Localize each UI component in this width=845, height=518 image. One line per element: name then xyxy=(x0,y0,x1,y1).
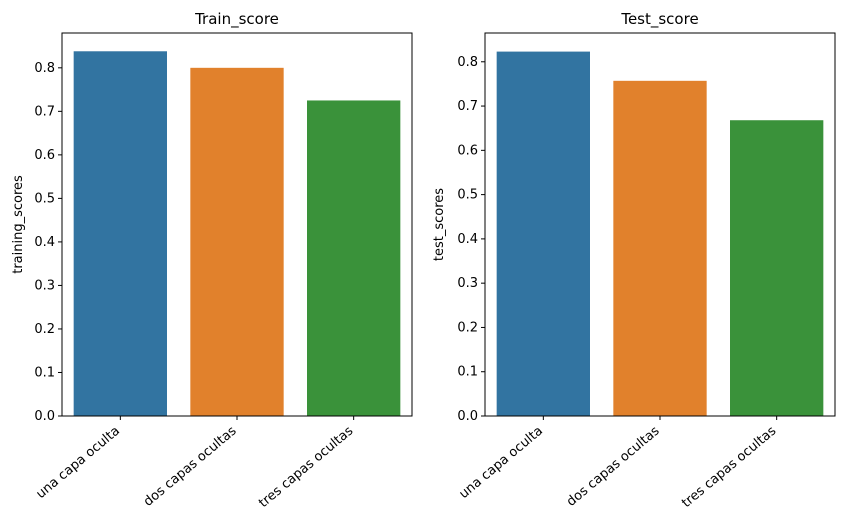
x-tick-label: tres capas ocultas xyxy=(256,423,356,511)
x-tick-label: una capa oculta xyxy=(34,424,123,502)
y-tick-label: 0.8 xyxy=(34,61,55,76)
y-axis-label: test_scores xyxy=(432,188,447,261)
y-tick-label: 0.4 xyxy=(34,235,55,250)
x-tick-label: dos capas ocultas xyxy=(564,423,663,509)
x-tick-label: tres capas ocultas xyxy=(679,423,779,511)
test-score-chart: 0.0 0.1 0.2 0.3 0.4 0.5 0.6 0.7 0.8 una capa ocul… xyxy=(432,10,836,511)
bar-una-capa-oculta xyxy=(496,51,590,417)
y-tick-label: 0.2 xyxy=(457,320,478,335)
y-axis-label: training_scores xyxy=(11,175,26,274)
y-tick-label: 0.7 xyxy=(34,104,55,119)
x-tick-label: una capa oculta xyxy=(457,424,546,502)
bar-dos-capas-ocultas xyxy=(190,67,284,417)
train-score-chart: 0.0 0.1 0.2 0.3 0.4 0.5 0.6 0.7 0.8 una capa ocul… xyxy=(11,10,413,511)
y-tick-label: 0.1 xyxy=(34,365,55,380)
bar-tres-capas-ocultas xyxy=(730,120,824,416)
y-tick-label: 0.0 xyxy=(34,409,55,424)
bar-tres-capas-ocultas xyxy=(307,100,401,416)
y-tick-label: 0.6 xyxy=(34,148,55,163)
y-tick-label: 0.7 xyxy=(457,99,478,114)
x-tick-label: dos capas ocultas xyxy=(141,423,240,509)
y-tick-label: 0.4 xyxy=(457,232,478,247)
chart-title: Train_score xyxy=(194,10,279,29)
y-tick-label: 0.8 xyxy=(457,55,478,70)
chart-title: Test_score xyxy=(620,10,698,29)
y-tick-label: 0.1 xyxy=(457,365,478,380)
bar-dos-capas-ocultas xyxy=(613,80,707,417)
bar-una-capa-oculta xyxy=(73,51,167,417)
y-tick-label: 0.3 xyxy=(34,278,55,293)
y-tick-label: 0.5 xyxy=(34,191,55,206)
y-tick-label: 0.3 xyxy=(457,276,478,291)
y-tick-label: 0.5 xyxy=(457,188,478,203)
y-tick-label: 0.0 xyxy=(457,409,478,424)
y-tick-label: 0.2 xyxy=(34,322,55,337)
y-tick-label: 0.6 xyxy=(457,143,478,158)
